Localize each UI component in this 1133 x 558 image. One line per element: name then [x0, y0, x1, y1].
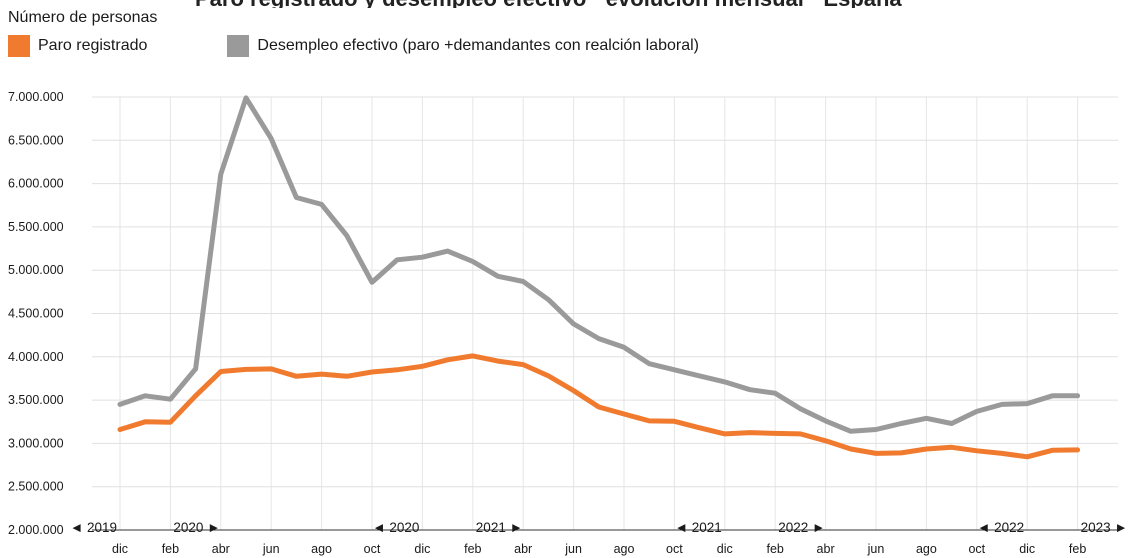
legend-swatch-paro [8, 35, 30, 57]
year-marker: ◄ 2019 [70, 520, 117, 535]
x-tick-label: jun [262, 542, 280, 556]
y-tick-label: 3.000.000 [8, 436, 64, 450]
x-tick-label: ago [916, 542, 937, 556]
year-marker: 2020 ► [173, 520, 220, 535]
y-tick-label: 5.000.000 [8, 263, 64, 277]
y-tick-label: 3.500.000 [8, 393, 64, 407]
y-tick-label: 2.000.000 [8, 523, 64, 537]
year-marker: ◄ 2022 [977, 520, 1024, 535]
legend-item-paro: Paro registrado [8, 35, 147, 57]
legend-label-paro: Paro registrado [38, 37, 148, 54]
x-tick-label: feb [464, 542, 481, 556]
series-line-paro-registrado [117, 353, 1081, 460]
x-tick-label: abr [817, 542, 835, 556]
chart-title-cropped: Paro registrado y desempleo efectivo · e… [195, 0, 975, 8]
y-tick-label: 2.500.000 [8, 480, 64, 494]
y-tick-label: 5.500.000 [8, 220, 64, 234]
y-tick-label: 4.500.000 [8, 307, 64, 321]
x-tick-label: jun [564, 542, 582, 556]
legend: Paro registrado Desempleo efectivo (paro… [8, 35, 779, 57]
x-tick-label: feb [162, 542, 179, 556]
x-tick-label: dic [717, 542, 733, 556]
y-tick-label: 6.000.000 [8, 177, 64, 191]
legend-label-desempleo: Desempleo efectivo (paro +demandantes co… [257, 37, 699, 54]
x-tick-label: oct [968, 542, 985, 556]
year-marker: 2021 ► [476, 520, 523, 535]
legend-swatch-desempleo [227, 35, 250, 57]
year-marker: ◄ 2020 [372, 520, 419, 535]
year-marker: 2023 ► [1081, 520, 1128, 535]
x-tick-label: ago [311, 542, 332, 556]
x-tick-label: dic [1019, 542, 1035, 556]
series-line-desempleo-efectivo [117, 95, 1081, 434]
y-tick-label: 4.000.000 [8, 350, 64, 364]
y-tick-label: 7.000.000 [8, 90, 64, 104]
x-tick-label: dic [112, 542, 128, 556]
x-tick-label: jun [867, 542, 885, 556]
y-tick-label: 6.500.000 [8, 133, 64, 147]
x-tick-label: feb [1069, 542, 1086, 556]
x-tick-label: dic [414, 542, 430, 556]
legend-item-desempleo: Desempleo efectivo (paro +demandantes co… [227, 35, 699, 57]
y-axis-label: Número de personas [8, 9, 158, 26]
x-tick-label: abr [212, 542, 230, 556]
x-tick-label: feb [767, 542, 784, 556]
x-tick-label: oct [364, 542, 381, 556]
year-marker: ◄ 2021 [675, 520, 722, 535]
year-marker: 2022 ► [778, 520, 825, 535]
x-tick-label: oct [666, 542, 683, 556]
x-tick-label: ago [614, 542, 635, 556]
x-tick-label: abr [514, 542, 532, 556]
